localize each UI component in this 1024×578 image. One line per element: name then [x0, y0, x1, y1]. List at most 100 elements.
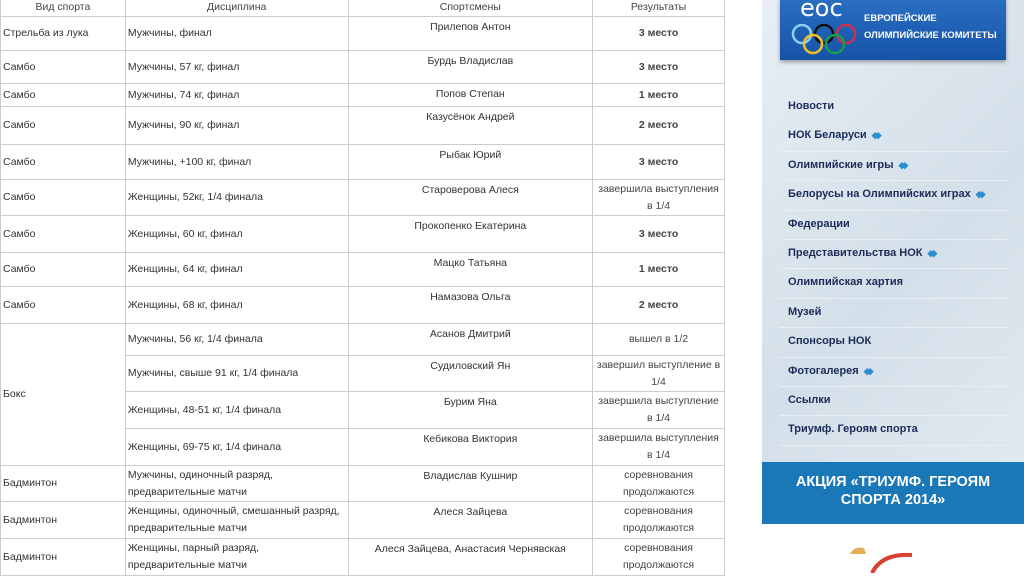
sidebar-item[interactable]: Федерации — [780, 211, 1008, 240]
sport-cell: Бокс — [0, 323, 126, 466]
sidebar-item[interactable]: Олимпийские игры ◆◆ — [780, 152, 1008, 182]
olympic-rings-icon — [791, 24, 857, 55]
results-table: Вид спорта Дисциплина Спортсмены Результаты… — [0, 0, 725, 576]
promo-line-1: АКЦИЯ «ТРИУМФ. ГЕРОЯМ — [795, 474, 991, 490]
table-row: Самбо Женщины, 52кг, 1/4 финала Староверов… — [0, 179, 725, 216]
sport-cell: Самбо — [0, 144, 126, 180]
athletes-cell: Бурим Яна — [347, 391, 594, 429]
discipline-cell: Женщины, парный разряд, предварительные … — [124, 538, 349, 576]
discipline-cell: Женщины, одиночный, смешанный разряд, пр… — [124, 501, 349, 539]
sport-cell: Самбо — [0, 286, 126, 324]
table-row: Самбо Мужчины, 57 кг, финал Бурдь Владисла… — [0, 50, 725, 84]
discipline-cell: Женщины, 64 кг, финал — [124, 252, 349, 287]
athletes-cell: Кебикова Виктория — [347, 428, 594, 466]
sidebar-item[interactable]: Фотогалерея ◆◆ — [780, 358, 1008, 387]
discipline-cell: Мужчины, 56 кг, 1/4 финала — [124, 323, 349, 356]
table-row: Самбо Мужчины, +100 кг, финал Рыбак Юрий 3 … — [0, 144, 725, 180]
result-cell: соревнования продолжаются — [592, 465, 725, 502]
logo-line-2: ОЛИМПИЙСКИЕ КОМИТЕТЫ — [864, 30, 997, 41]
athletes-cell: Прокопенко Екатерина — [347, 215, 594, 253]
sidebar-item-label: Новости — [788, 100, 835, 112]
submenu-diamond-icon[interactable]: ◆◆ — [898, 159, 908, 170]
table-row: Самбо Женщины, 60 кг, финал Прокопенко Ека… — [0, 215, 725, 253]
table-row: Самбо Женщины, 64 кг, финал Мацко Татьяна 1… — [0, 252, 725, 287]
result-cell: завершила выступления в 1/4 — [592, 179, 725, 216]
sidebar-item[interactable]: НОК Беларуси ◆◆ — [780, 122, 1008, 152]
table-row: Самбо Мужчины, 74 кг, финал Попов Степан 1 … — [0, 83, 725, 107]
result-cell: завершил выступление в 1/4 — [592, 355, 725, 392]
sidebar-item[interactable]: Ссылки — [780, 387, 1008, 417]
column-header: Спортсмены — [347, 0, 594, 17]
sidebar-item[interactable]: Музей — [780, 299, 1008, 329]
athletes-cell: Владислав Кушнир — [347, 465, 594, 502]
sport-cell: Бадминтон — [0, 501, 126, 539]
column-header: Дисциплина — [124, 0, 349, 17]
result-cell: завершила выступления в 1/4 — [592, 428, 725, 466]
submenu-diamond-icon[interactable]: ◆◆ — [927, 247, 938, 258]
discipline-cell: Мужчины, финал — [124, 16, 349, 51]
sport-cell: Стрельба из лука — [0, 16, 126, 51]
table-row: Бадминтон Женщины, одиночный, смешанный р… — [0, 501, 725, 539]
table-row: Женщины, 48-51 кг, 1/4 финала Бурим Яна за… — [1, 391, 725, 429]
sport-cell: Бадминтон — [0, 465, 126, 502]
sidebar-item[interactable]: Белорусы на Олимпийских играх ◆◆ — [780, 181, 1008, 211]
sidebar-item-label: Олимпийские игры — [788, 158, 894, 171]
result-cell: 3 место — [592, 144, 725, 180]
sport-cell: Самбо — [0, 106, 126, 145]
discipline-cell: Мужчины, одиночный разряд, предварительн… — [124, 465, 349, 502]
discipline-cell: Мужчины, 57 кг, финал — [124, 50, 349, 84]
result-cell: 2 место — [592, 286, 725, 324]
table-row: Бокс Мужчины, 56 кг, 1/4 финала Асанов Дми… — [0, 323, 725, 466]
eoc-logo-banner[interactable]: eoc ЕВРОПЕЙСКИЕ ОЛИМПИЙСКИЕ КОМИТЕТЫ — [780, 0, 1006, 60]
promo-image-area — [762, 524, 1024, 574]
sport-cell: Самбо — [0, 252, 126, 287]
athletes-cell: Прилепов Антон — [347, 16, 594, 51]
submenu-diamond-icon[interactable]: ◆◆ — [863, 365, 874, 376]
athletes-cell: Попов Степан — [347, 83, 594, 107]
table-row: Бадминтон Женщины, парный разряд, предвар… — [0, 538, 725, 576]
result-cell: 2 место — [592, 106, 725, 145]
discipline-cell: Женщины, 48-51 кг, 1/4 финала — [124, 391, 349, 429]
table-row: Мужчины, свыше 91 кг, 1/4 финала Судиловс… — [1, 355, 725, 392]
result-cell: соревнования продолжаются — [592, 538, 725, 576]
discipline-cell: Женщины, 69-75 кг, 1/4 финала — [124, 428, 349, 466]
triumph-promo-banner[interactable]: АКЦИЯ «ТРИУМФ. ГЕРОЯМ СПОРТА 2014» — [762, 462, 1024, 524]
submenu-diamond-icon[interactable]: ◆◆ — [871, 130, 882, 141]
athletes-cell: Асанов Дмитрий — [347, 323, 594, 356]
discipline-cell: Женщины, 68 кг, финал — [124, 286, 349, 324]
sidebar-item[interactable]: Представительства НОК ◆◆ — [780, 240, 1008, 270]
table-row: Бадминтон Мужчины, одиночный разряд, пред… — [0, 465, 725, 502]
table-row: Стрельба из лука Мужчины, финал Прилепов А… — [0, 16, 725, 51]
sidebar-menu: Новости НОК Беларуси ◆◆ Олимпийские игры ◆◆ Б… — [780, 93, 1008, 446]
athletes-cell: Казусёнок Андрей — [347, 106, 594, 145]
discipline-cell: Мужчины, 74 кг, финал — [124, 83, 349, 107]
sidebar-item-label: Музей — [788, 305, 822, 318]
sidebar-item[interactable]: Новости — [780, 93, 1008, 122]
sport-cell: Самбо — [0, 179, 126, 216]
sidebar-item-label: Представительства НОК — [788, 246, 923, 259]
sport-cell: Самбо — [0, 215, 126, 253]
sidebar-item[interactable]: Спонсоры НОК — [780, 328, 1008, 358]
table-row: Самбо Мужчины, 90 кг, финал Казусёнок Андр… — [0, 106, 725, 145]
discipline-cell: Женщины, 52кг, 1/4 финала — [124, 179, 349, 216]
athletes-cell: Бурдь Владислав — [347, 50, 594, 84]
sidebar-item[interactable]: Триумф. Героям спорта — [780, 416, 1008, 446]
sidebar-item-label: Олимпийская хартия — [788, 276, 904, 289]
result-cell: 3 место — [592, 215, 725, 253]
athletes-cell: Мацко Татьяна — [347, 252, 594, 287]
sidebar-item-label: Белорусы на Олимпийских играх — [788, 188, 971, 201]
sidebar-item[interactable]: Олимпийская хартия — [780, 269, 1008, 299]
sidebar: eoc ЕВРОПЕЙСКИЕ ОЛИМПИЙСКИЕ КОМИТЕТЫ Ново… — [762, 0, 1024, 574]
athletes-cell: Рыбак Юрий — [347, 144, 594, 180]
submenu-diamond-icon[interactable]: ◆◆ — [975, 189, 986, 200]
athletes-cell: Староверова Алеся — [347, 179, 594, 216]
eoc-logo-text: eoc — [800, 0, 843, 22]
discipline-cell: Мужчины, 90 кг, финал — [124, 106, 349, 145]
discipline-cell: Женщины, 60 кг, финал — [124, 215, 349, 253]
sidebar-item-label: Спонсоры НОК — [788, 335, 872, 348]
discipline-cell: Мужчины, свыше 91 кг, 1/4 финала — [124, 355, 349, 392]
sidebar-item-label: Федерации — [788, 217, 850, 230]
sidebar-item-label: Фотогалерея — [788, 364, 859, 377]
sport-cell: Самбо — [0, 50, 126, 84]
sidebar-item-label: Триумф. Героям спорта — [788, 423, 918, 436]
